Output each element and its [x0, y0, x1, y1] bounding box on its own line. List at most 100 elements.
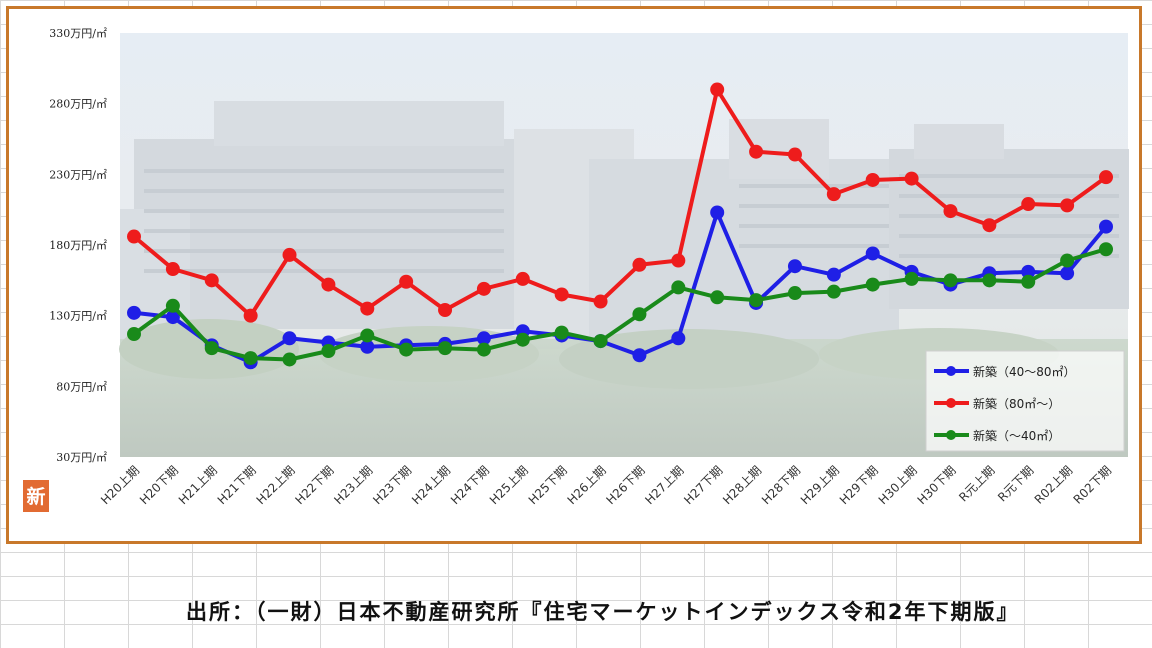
data-point — [1060, 198, 1075, 213]
x-tick-label: H30上期 — [876, 463, 920, 507]
data-point — [671, 280, 686, 295]
data-point — [282, 247, 297, 262]
data-point — [593, 294, 608, 309]
data-point — [865, 246, 880, 261]
data-point — [399, 342, 414, 357]
y-tick-label: 130万円/㎡ — [49, 310, 107, 323]
legend-label: 新築（80㎡～） — [973, 396, 1060, 411]
data-point — [243, 308, 258, 323]
x-axis: H20上期H20下期H21上期H21下期H22上期H22下期H23上期H23下期… — [98, 463, 1114, 507]
data-point — [826, 284, 841, 299]
x-tick-label: H22下期 — [292, 463, 336, 507]
x-tick-label: H26上期 — [565, 463, 609, 507]
series-layer — [127, 82, 1113, 370]
data-point — [321, 277, 336, 292]
data-point — [476, 331, 491, 346]
data-point — [982, 273, 997, 288]
data-point — [787, 286, 802, 301]
x-tick-label: H29下期 — [837, 463, 881, 507]
legend-label: 新築（～40㎡） — [973, 428, 1060, 443]
legend: 新築（40～80㎡） 新築（80㎡～） 新築（～40㎡） — [925, 350, 1125, 452]
data-point — [632, 348, 647, 363]
data-point — [165, 310, 180, 325]
data-point — [360, 328, 375, 343]
data-point — [282, 331, 297, 346]
data-point — [749, 293, 764, 308]
data-point — [1060, 253, 1075, 268]
legend-marker — [946, 430, 956, 440]
corner-badge: 新 — [23, 480, 49, 512]
y-tick-label: 330万円/㎡ — [49, 27, 107, 40]
data-point — [865, 172, 880, 187]
x-tick-label: H27下期 — [681, 463, 725, 507]
data-point — [1060, 266, 1075, 281]
data-point — [165, 262, 180, 277]
data-point — [476, 342, 491, 357]
x-tick-label: H28上期 — [720, 463, 764, 507]
x-tick-label: H21上期 — [176, 463, 220, 507]
data-point — [438, 341, 453, 356]
data-point — [826, 267, 841, 282]
x-tick-label: H23下期 — [370, 463, 414, 507]
legend-label: 新築（40～80㎡） — [973, 364, 1076, 379]
data-point — [360, 301, 375, 316]
data-point — [1099, 219, 1113, 234]
series-2 — [127, 242, 1113, 367]
x-tick-label: H20上期 — [98, 463, 142, 507]
data-point — [282, 352, 297, 367]
data-point — [204, 273, 219, 288]
source-note: 出所：（一財）日本不動産研究所『住宅マーケットインデックス令和2年下期版』 — [186, 600, 1020, 624]
data-point — [515, 271, 530, 286]
data-point — [710, 205, 725, 220]
data-point — [438, 303, 453, 318]
x-tick-label: H24下期 — [448, 463, 492, 507]
data-point — [243, 351, 258, 366]
data-point — [982, 218, 997, 233]
data-point — [593, 334, 608, 349]
data-point — [399, 274, 414, 289]
data-point — [710, 290, 725, 305]
data-point — [749, 144, 764, 159]
x-tick-label: H20下期 — [137, 463, 181, 507]
data-point — [204, 341, 219, 356]
data-point — [671, 253, 686, 268]
data-point — [865, 277, 880, 292]
data-point — [1021, 264, 1036, 279]
x-tick-label: H25上期 — [487, 463, 531, 507]
data-point — [321, 344, 336, 358]
data-point — [710, 82, 725, 97]
data-point — [943, 204, 958, 219]
data-point — [127, 229, 141, 244]
x-tick-label: H25下期 — [526, 463, 570, 507]
data-point — [127, 305, 141, 320]
data-point — [632, 307, 647, 322]
data-point — [787, 259, 802, 274]
x-tick-label: H28下期 — [759, 463, 803, 507]
data-point — [826, 187, 841, 202]
data-point — [1099, 170, 1113, 185]
x-tick-label: H23上期 — [331, 463, 375, 507]
legend-marker — [946, 366, 956, 376]
x-tick-label: R02下期 — [1071, 463, 1115, 507]
data-point — [904, 271, 919, 286]
data-point — [787, 147, 802, 162]
data-point — [476, 281, 491, 296]
series-line — [132, 87, 1108, 318]
series-1 — [127, 82, 1113, 323]
y-tick-label: 180万円/㎡ — [49, 239, 107, 252]
y-tick-label: 230万円/㎡ — [49, 168, 107, 181]
x-tick-label: H26下期 — [604, 463, 648, 507]
y-axis: 330万円/㎡ 280万円/㎡ 230万円/㎡ 180万円/㎡ 130万円/㎡ 80万円/… — [49, 27, 107, 464]
x-tick-label: H30下期 — [915, 463, 959, 507]
data-point — [554, 325, 569, 340]
data-point — [554, 287, 569, 302]
data-point — [165, 298, 180, 313]
corner-badge-label: 新 — [26, 485, 45, 508]
x-tick-label: H29上期 — [798, 463, 842, 507]
line-chart: 330万円/㎡ 280万円/㎡ 230万円/㎡ 180万円/㎡ 130万円/㎡ 80万円/… — [23, 27, 1129, 512]
x-tick-label: H24上期 — [409, 463, 453, 507]
x-tick-label: H21下期 — [215, 463, 259, 507]
data-point — [1099, 242, 1113, 257]
x-tick-label: H27上期 — [642, 463, 686, 507]
data-point — [632, 257, 647, 272]
